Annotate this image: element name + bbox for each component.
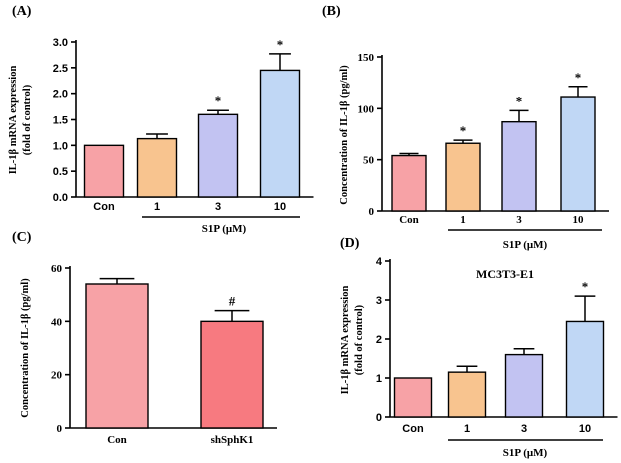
bar <box>445 142 481 212</box>
y-tick-label: 0 <box>369 206 375 218</box>
y-axis-label: (fold of control) <box>354 304 365 375</box>
panel-label: (B) <box>322 4 341 19</box>
bar <box>504 353 544 418</box>
chart-title: MC3T3-E1 <box>476 267 534 281</box>
panel-label: (A) <box>12 4 32 19</box>
group-label: S1P (μM) <box>503 239 548 251</box>
y-tick-label: 2.0 <box>53 89 68 101</box>
y-tick-label: 1 <box>376 373 382 385</box>
bar <box>565 320 605 418</box>
significance-marker: * <box>215 93 222 108</box>
panel-label: (C) <box>12 230 32 245</box>
y-tick-label: 1.5 <box>53 115 68 127</box>
y-axis-label: IL-1β mRNA expression <box>340 286 351 395</box>
significance-marker: * <box>575 70 582 85</box>
y-tick-label: 20 <box>51 370 63 382</box>
panel-b: (B) Concentration of IL-1β (pg/ml) 0 50 100 1… <box>322 4 609 251</box>
group-label: S1P (μM) <box>503 447 548 459</box>
category-label: Con <box>399 214 419 226</box>
y-tick-label: 0 <box>57 423 63 435</box>
y-axis-label: Concentration of IL-1β (pg/ml) <box>339 65 350 205</box>
bar <box>200 320 264 429</box>
y-axis-label: (fold of control) <box>22 84 33 155</box>
y-tick-label: 4 <box>376 256 383 268</box>
group-label: S1P (μM) <box>202 223 247 235</box>
bar <box>136 137 178 198</box>
panel-label: (D) <box>340 236 360 251</box>
significance-marker: * <box>277 37 284 52</box>
category-label: shSphK1 <box>211 434 254 446</box>
bar <box>83 144 125 198</box>
y-tick-label: 1.0 <box>53 140 68 152</box>
significance-marker: * <box>582 279 589 294</box>
category-label: 1 <box>464 423 470 435</box>
y-tick-label: 0.0 <box>53 192 68 204</box>
category-label: Con <box>107 434 127 446</box>
y-tick-label: 150 <box>358 52 375 64</box>
y-tick-label: 40 <box>51 316 63 328</box>
category-label: 1 <box>154 201 160 213</box>
y-tick-label: 100 <box>358 103 375 115</box>
category-label: 10 <box>579 423 591 435</box>
panel-d: (D) MC3T3-E1 IL-1β mRNA expression (fold of… <box>340 236 618 459</box>
significance-marker: * <box>460 123 467 138</box>
bar <box>560 96 596 212</box>
y-tick-label: 0 <box>376 412 382 424</box>
significance-marker: * <box>516 93 523 108</box>
y-tick-label: 3.0 <box>53 37 68 49</box>
panel-c: (C) Concentration of IL-1β (pg/ml) 0 20 40 60… <box>12 230 277 446</box>
bar <box>447 371 487 418</box>
bar <box>501 120 537 212</box>
bar <box>197 113 239 198</box>
category-label: 10 <box>573 214 585 226</box>
category-label: 10 <box>274 201 286 213</box>
bar <box>259 69 301 198</box>
category-label: 1 <box>460 214 466 226</box>
y-tick-label: 50 <box>363 155 375 167</box>
y-axis-label: Concentration of IL-1β (pg/ml) <box>20 278 31 418</box>
y-tick-label: 60 <box>51 263 63 275</box>
y-tick-label: 2 <box>376 334 382 346</box>
category-label: 3 <box>215 201 221 213</box>
category-label: Con <box>402 423 424 435</box>
bar <box>391 154 427 212</box>
significance-marker: # <box>229 294 236 309</box>
panel-a: (A) IL-1β mRNA expression (fold of control… <box>8 4 314 235</box>
bar <box>85 283 149 429</box>
y-axis-label: IL-1β mRNA expression <box>8 66 19 175</box>
category-label: 3 <box>516 214 522 226</box>
category-label: Con <box>93 201 115 213</box>
bar <box>393 377 433 418</box>
y-tick-label: 3 <box>376 295 382 307</box>
y-tick-label: 0.5 <box>53 166 68 178</box>
category-label: 3 <box>521 423 527 435</box>
y-tick-label: 2.5 <box>53 63 68 75</box>
